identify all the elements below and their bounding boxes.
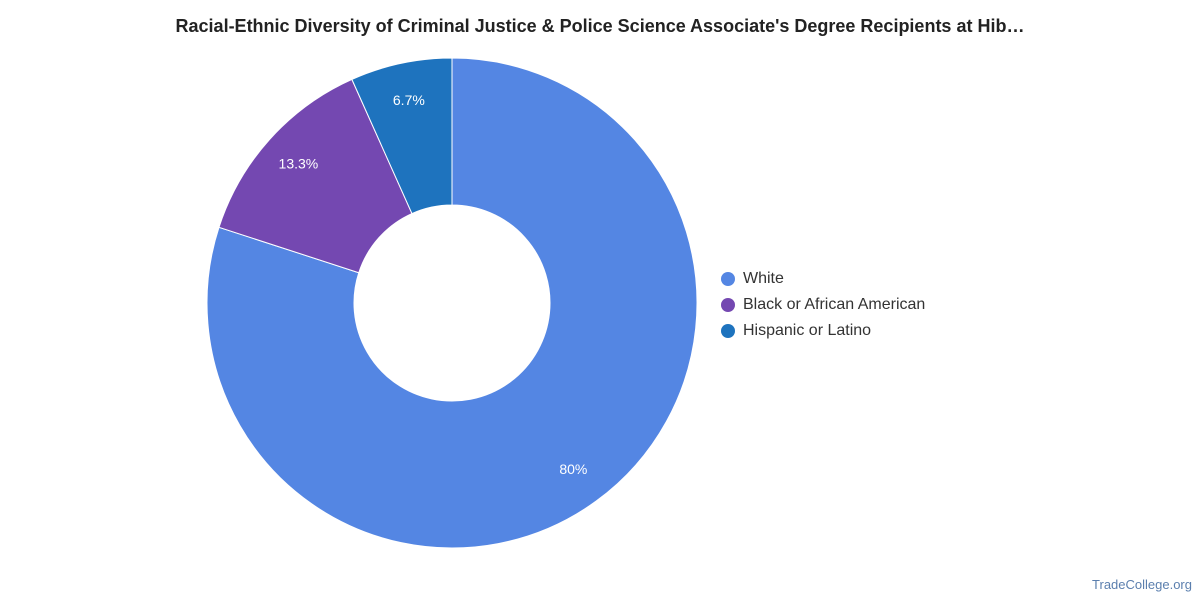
donut-slice-white[interactable] <box>206 57 698 549</box>
chart-title: Racial-Ethnic Diversity of Criminal Just… <box>175 16 1025 36</box>
donut-labels: 80% 13.3% 6.7% <box>279 92 588 477</box>
legend-swatch-white <box>721 272 735 286</box>
legend-label-white: White <box>743 270 784 287</box>
donut-slice-hispanic-or-latino[interactable] <box>351 57 453 215</box>
donut-slices <box>206 57 698 549</box>
data-label-white: 80% <box>559 461 587 477</box>
legend-item-hispanic[interactable]: Hispanic or Latino <box>721 318 925 344</box>
legend-item-black[interactable]: Black or African American <box>721 292 925 318</box>
data-label-black-or-african-american: 13.3% <box>279 156 319 172</box>
legend-label-black: Black or African American <box>743 296 926 313</box>
data-label-hispanic-or-latino: 6.7% <box>393 92 425 108</box>
source-watermark: TradeCollege.org <box>1092 577 1192 592</box>
donut-slice-black-or-african-american[interactable] <box>218 78 413 274</box>
legend-swatch-black <box>721 298 735 312</box>
legend: White Black or African American Hispanic… <box>721 266 925 344</box>
legend-label-hispanic: Hispanic or Latino <box>743 322 872 339</box>
legend-item-white[interactable]: White <box>721 266 925 292</box>
legend-swatch-hispanic <box>721 324 735 338</box>
